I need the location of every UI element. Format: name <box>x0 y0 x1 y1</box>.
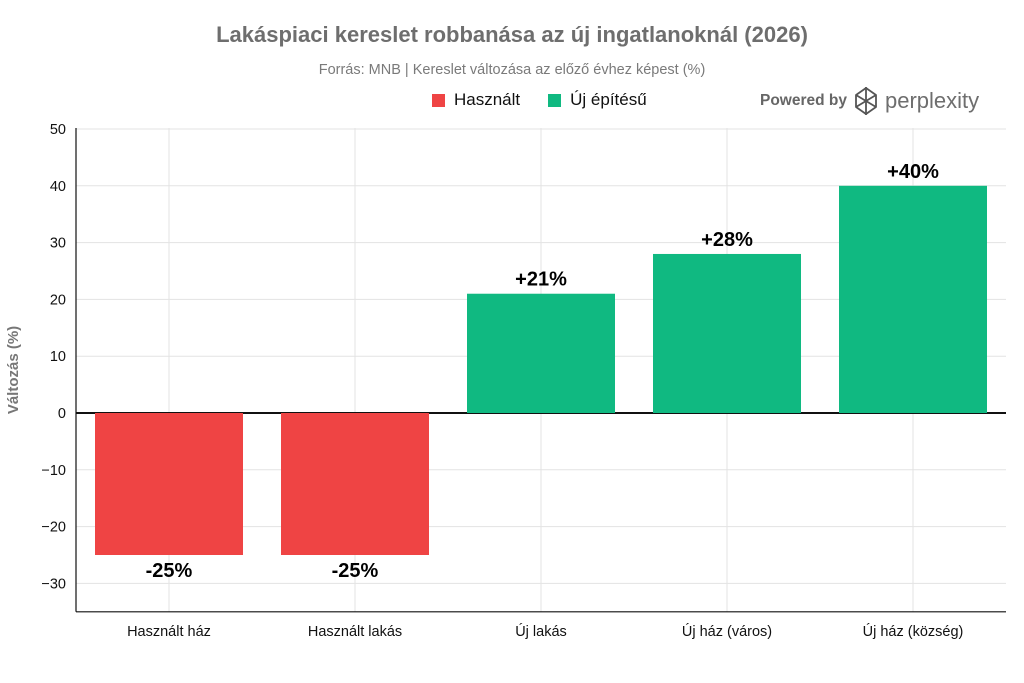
perplexity-wordmark: perplexity <box>885 88 980 113</box>
bar <box>653 253 801 413</box>
y-tick-label: 50 <box>50 122 66 138</box>
y-tick-label: 20 <box>50 292 66 308</box>
y-tick-label: −10 <box>41 463 66 479</box>
powered-by-label: Powered by <box>760 92 847 109</box>
data-label: +28% <box>701 229 753 251</box>
chart-legend: Használt Új építésű <box>432 90 675 110</box>
y-axis-label: Változás (%) <box>5 326 22 414</box>
legend-label-uj-epitesu: Új építésű <box>570 90 647 109</box>
bar <box>281 413 429 555</box>
bar <box>467 293 615 413</box>
y-tick-label: 30 <box>50 236 66 252</box>
data-label: +40% <box>887 161 939 183</box>
legend-item-hasznalt: Használt <box>432 90 520 110</box>
y-tick-label: 40 <box>50 179 66 195</box>
legend-swatch-hasznalt <box>432 93 445 107</box>
x-tick-label: Használt lakás <box>308 624 402 640</box>
bars <box>95 185 987 555</box>
legend-label-hasznalt: Használt <box>454 90 521 109</box>
tick-labels: 50 40 30 20 10 0 −10 −20 −30 Használt ház Használt… <box>41 122 963 640</box>
bar <box>95 413 243 555</box>
data-labels: -25% -25% +21% +28% +40% <box>146 161 939 582</box>
legend-item-uj-epitesu: Új építésű <box>548 90 647 110</box>
y-tick-label: 0 <box>58 406 66 422</box>
x-tick-label: Új ház (város) <box>682 623 772 640</box>
x-tick-label: Új ház (község) <box>863 623 964 640</box>
legend-swatch-uj-epitesu <box>548 93 562 107</box>
x-tick-label: Használt ház <box>127 624 211 640</box>
y-tick-label: 10 <box>50 349 66 365</box>
data-label: -25% <box>146 560 193 582</box>
y-tick-label: −20 <box>41 520 66 536</box>
data-label: +21% <box>515 269 567 291</box>
chart-subtitle: Forrás: MNB | Kereslet változása az előz… <box>318 62 706 78</box>
data-label: -25% <box>332 560 379 582</box>
chart-title: Lakáspiaci kereslet robbanása az új inga… <box>216 22 808 47</box>
bar <box>839 185 987 413</box>
powered-by-badge: Powered by perplexity <box>760 86 979 116</box>
y-tick-label: −30 <box>41 576 66 592</box>
perplexity-logo-icon <box>855 87 877 115</box>
x-tick-label: Új lakás <box>515 623 567 640</box>
